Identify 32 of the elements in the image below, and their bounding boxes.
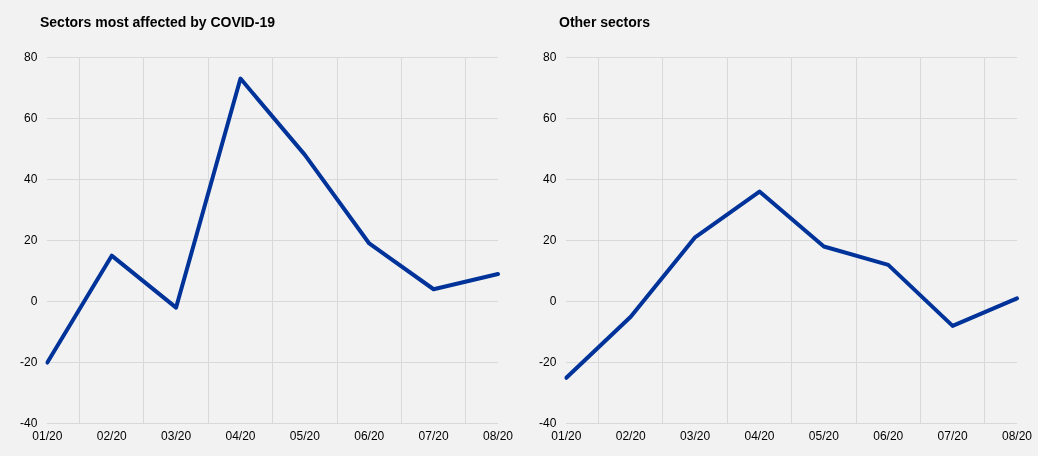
x-tick-label: 01/20 [551,429,582,444]
x-tick-label: 05/20 [808,429,840,444]
y-tick-label: 0 [549,293,557,308]
x-tick-label: 03/20 [161,429,192,444]
y-tick-label: 0 [30,293,38,308]
y-tick-label: 80 [23,49,38,64]
y-tick-label: -40 [539,415,557,430]
x-tick-label: 03/20 [680,429,711,444]
y-tick-label: -40 [20,415,38,430]
x-tick-label: 02/20 [615,429,647,444]
x-tick-label: 07/20 [418,429,449,444]
y-tick-label: 20 [23,232,38,247]
x-tick-label: 08/20 [1001,429,1033,444]
y-tick-label: 40 [542,171,557,186]
y-tick-label: 20 [542,232,557,247]
y-tick-label: 60 [23,110,38,125]
chart-title: Sectors most affected by COVID-19 [40,14,275,30]
y-tick-label: -20 [20,354,38,369]
y-tick-label: 80 [542,49,557,64]
x-tick-label: 05/20 [289,429,321,444]
y-tick-label: 60 [542,110,557,125]
x-tick-label: 04/20 [744,429,775,444]
y-tick-label: -20 [539,354,557,369]
x-tick-label: 07/20 [937,429,968,444]
x-tick-label: 08/20 [482,429,514,444]
x-tick-label: 06/20 [354,429,385,444]
x-tick-label: 01/20 [32,429,63,444]
y-tick-label: 40 [23,171,38,186]
chart-title: Other sectors [559,14,651,30]
x-tick-label: 02/20 [96,429,128,444]
x-tick-label: 06/20 [873,429,904,444]
x-tick-label: 04/20 [225,429,256,444]
